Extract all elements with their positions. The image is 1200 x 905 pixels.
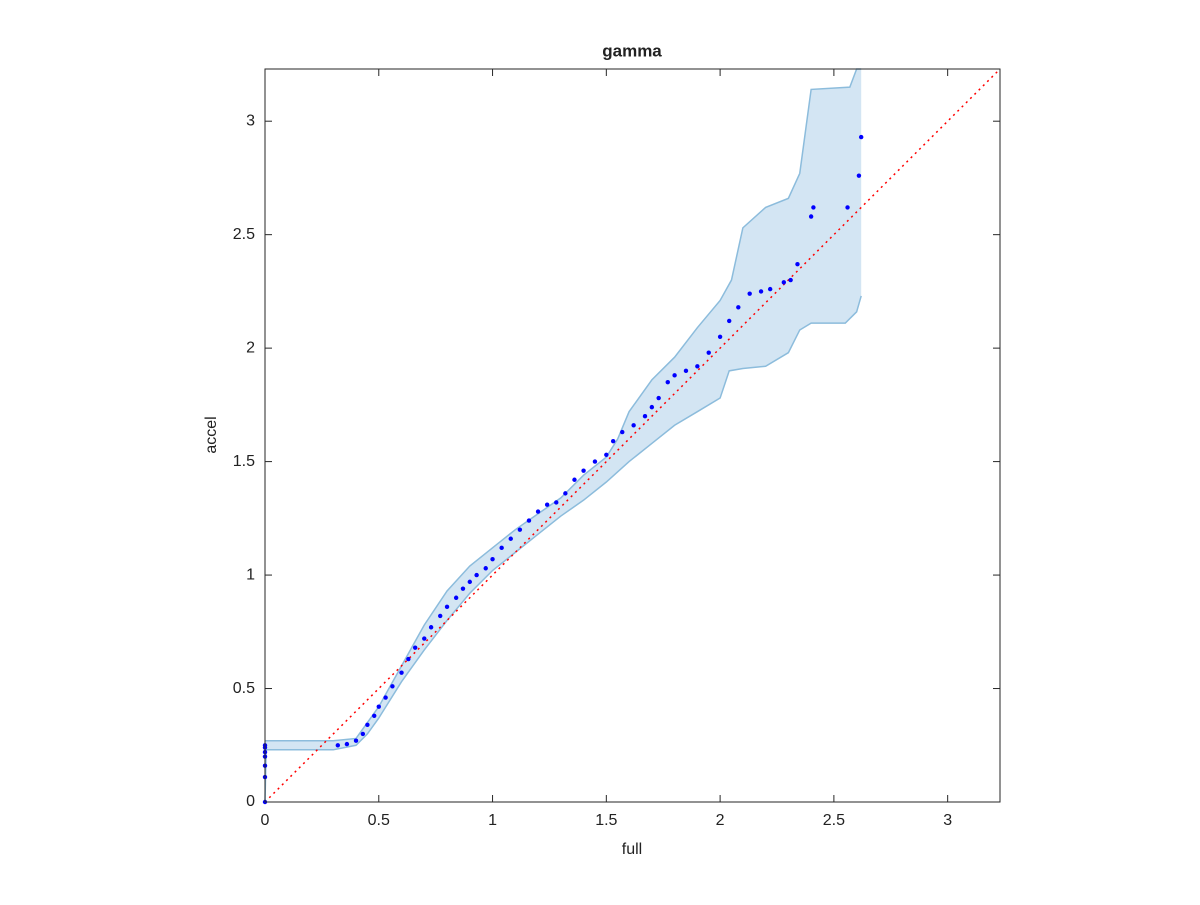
x-tick-label: 0.5 (368, 812, 390, 829)
data-point (747, 291, 752, 296)
x-tick-label: 1 (488, 812, 497, 829)
band-lower-edge (264, 295, 862, 803)
data-point (610, 438, 616, 444)
data-point (412, 645, 418, 650)
data-point (592, 459, 598, 464)
data-point (695, 364, 700, 369)
data-point (422, 636, 427, 641)
data-point (483, 566, 488, 571)
y-tick-label: 3 (246, 112, 255, 129)
plot-frame (264, 68, 1001, 803)
data-point (563, 491, 568, 496)
data-point (845, 205, 850, 210)
chart-title: gamma (602, 41, 662, 60)
data-point (499, 545, 504, 551)
y-tick-label: 0.5 (233, 680, 255, 697)
data-point (808, 214, 814, 219)
data-point (544, 502, 550, 507)
y-tick-label: 0 (246, 793, 255, 810)
x-tick-label: 3 (943, 812, 952, 829)
reference-line (264, 68, 1001, 803)
data-point (517, 527, 523, 532)
data-point (444, 604, 450, 610)
data-point (649, 404, 655, 410)
data-point (706, 350, 711, 355)
data-point (460, 586, 466, 591)
data-point (365, 722, 370, 728)
data-point (736, 305, 741, 310)
x-tick-label: 0 (261, 812, 270, 829)
y-tick-label: 1 (246, 566, 255, 583)
data-point (581, 468, 586, 473)
data-point (672, 373, 677, 378)
data-point (438, 613, 443, 619)
data-point (383, 695, 388, 700)
data-point (474, 572, 479, 578)
data-point (856, 173, 862, 178)
x-tick-label: 2.5 (823, 812, 845, 829)
data-point (631, 423, 636, 428)
data-point (767, 286, 773, 292)
data-point (642, 414, 648, 419)
data-point (554, 500, 559, 505)
y-axis-label: accel (203, 416, 220, 453)
data-point (399, 670, 404, 675)
data-point (781, 280, 787, 285)
data-point (372, 713, 377, 718)
data-point (344, 741, 350, 747)
y-tick-label: 2 (246, 339, 255, 356)
data-point (406, 656, 411, 662)
data-point (453, 595, 459, 600)
data-point (376, 704, 381, 709)
data-point (727, 318, 732, 324)
data-point (353, 738, 359, 743)
y-tick-label: 1.5 (233, 453, 255, 470)
y-tick-label: 2.5 (233, 226, 255, 243)
data-point (360, 731, 366, 737)
data-point (683, 368, 689, 374)
data-point (508, 536, 513, 541)
data-point (858, 134, 864, 140)
x-tick-label: 1.5 (595, 812, 617, 829)
data-point (335, 743, 341, 748)
data-point (665, 379, 670, 385)
data-point (656, 395, 661, 401)
data-point (604, 452, 609, 457)
x-tick-label: 2 (716, 812, 725, 829)
data-point (535, 509, 541, 514)
data-point (572, 477, 577, 482)
data-point (390, 684, 395, 689)
data-point (428, 625, 434, 630)
band-upper-edge (265, 68, 862, 742)
data-point (795, 261, 800, 267)
data-point (788, 277, 793, 283)
data-point (526, 518, 532, 523)
data-point (758, 289, 764, 294)
data-point (467, 579, 472, 585)
data-point (490, 556, 495, 562)
data-point (811, 205, 816, 210)
confidence-band (265, 69, 862, 802)
x-axis-label: full (622, 841, 642, 858)
data-point (620, 429, 625, 435)
data-point (717, 334, 723, 339)
